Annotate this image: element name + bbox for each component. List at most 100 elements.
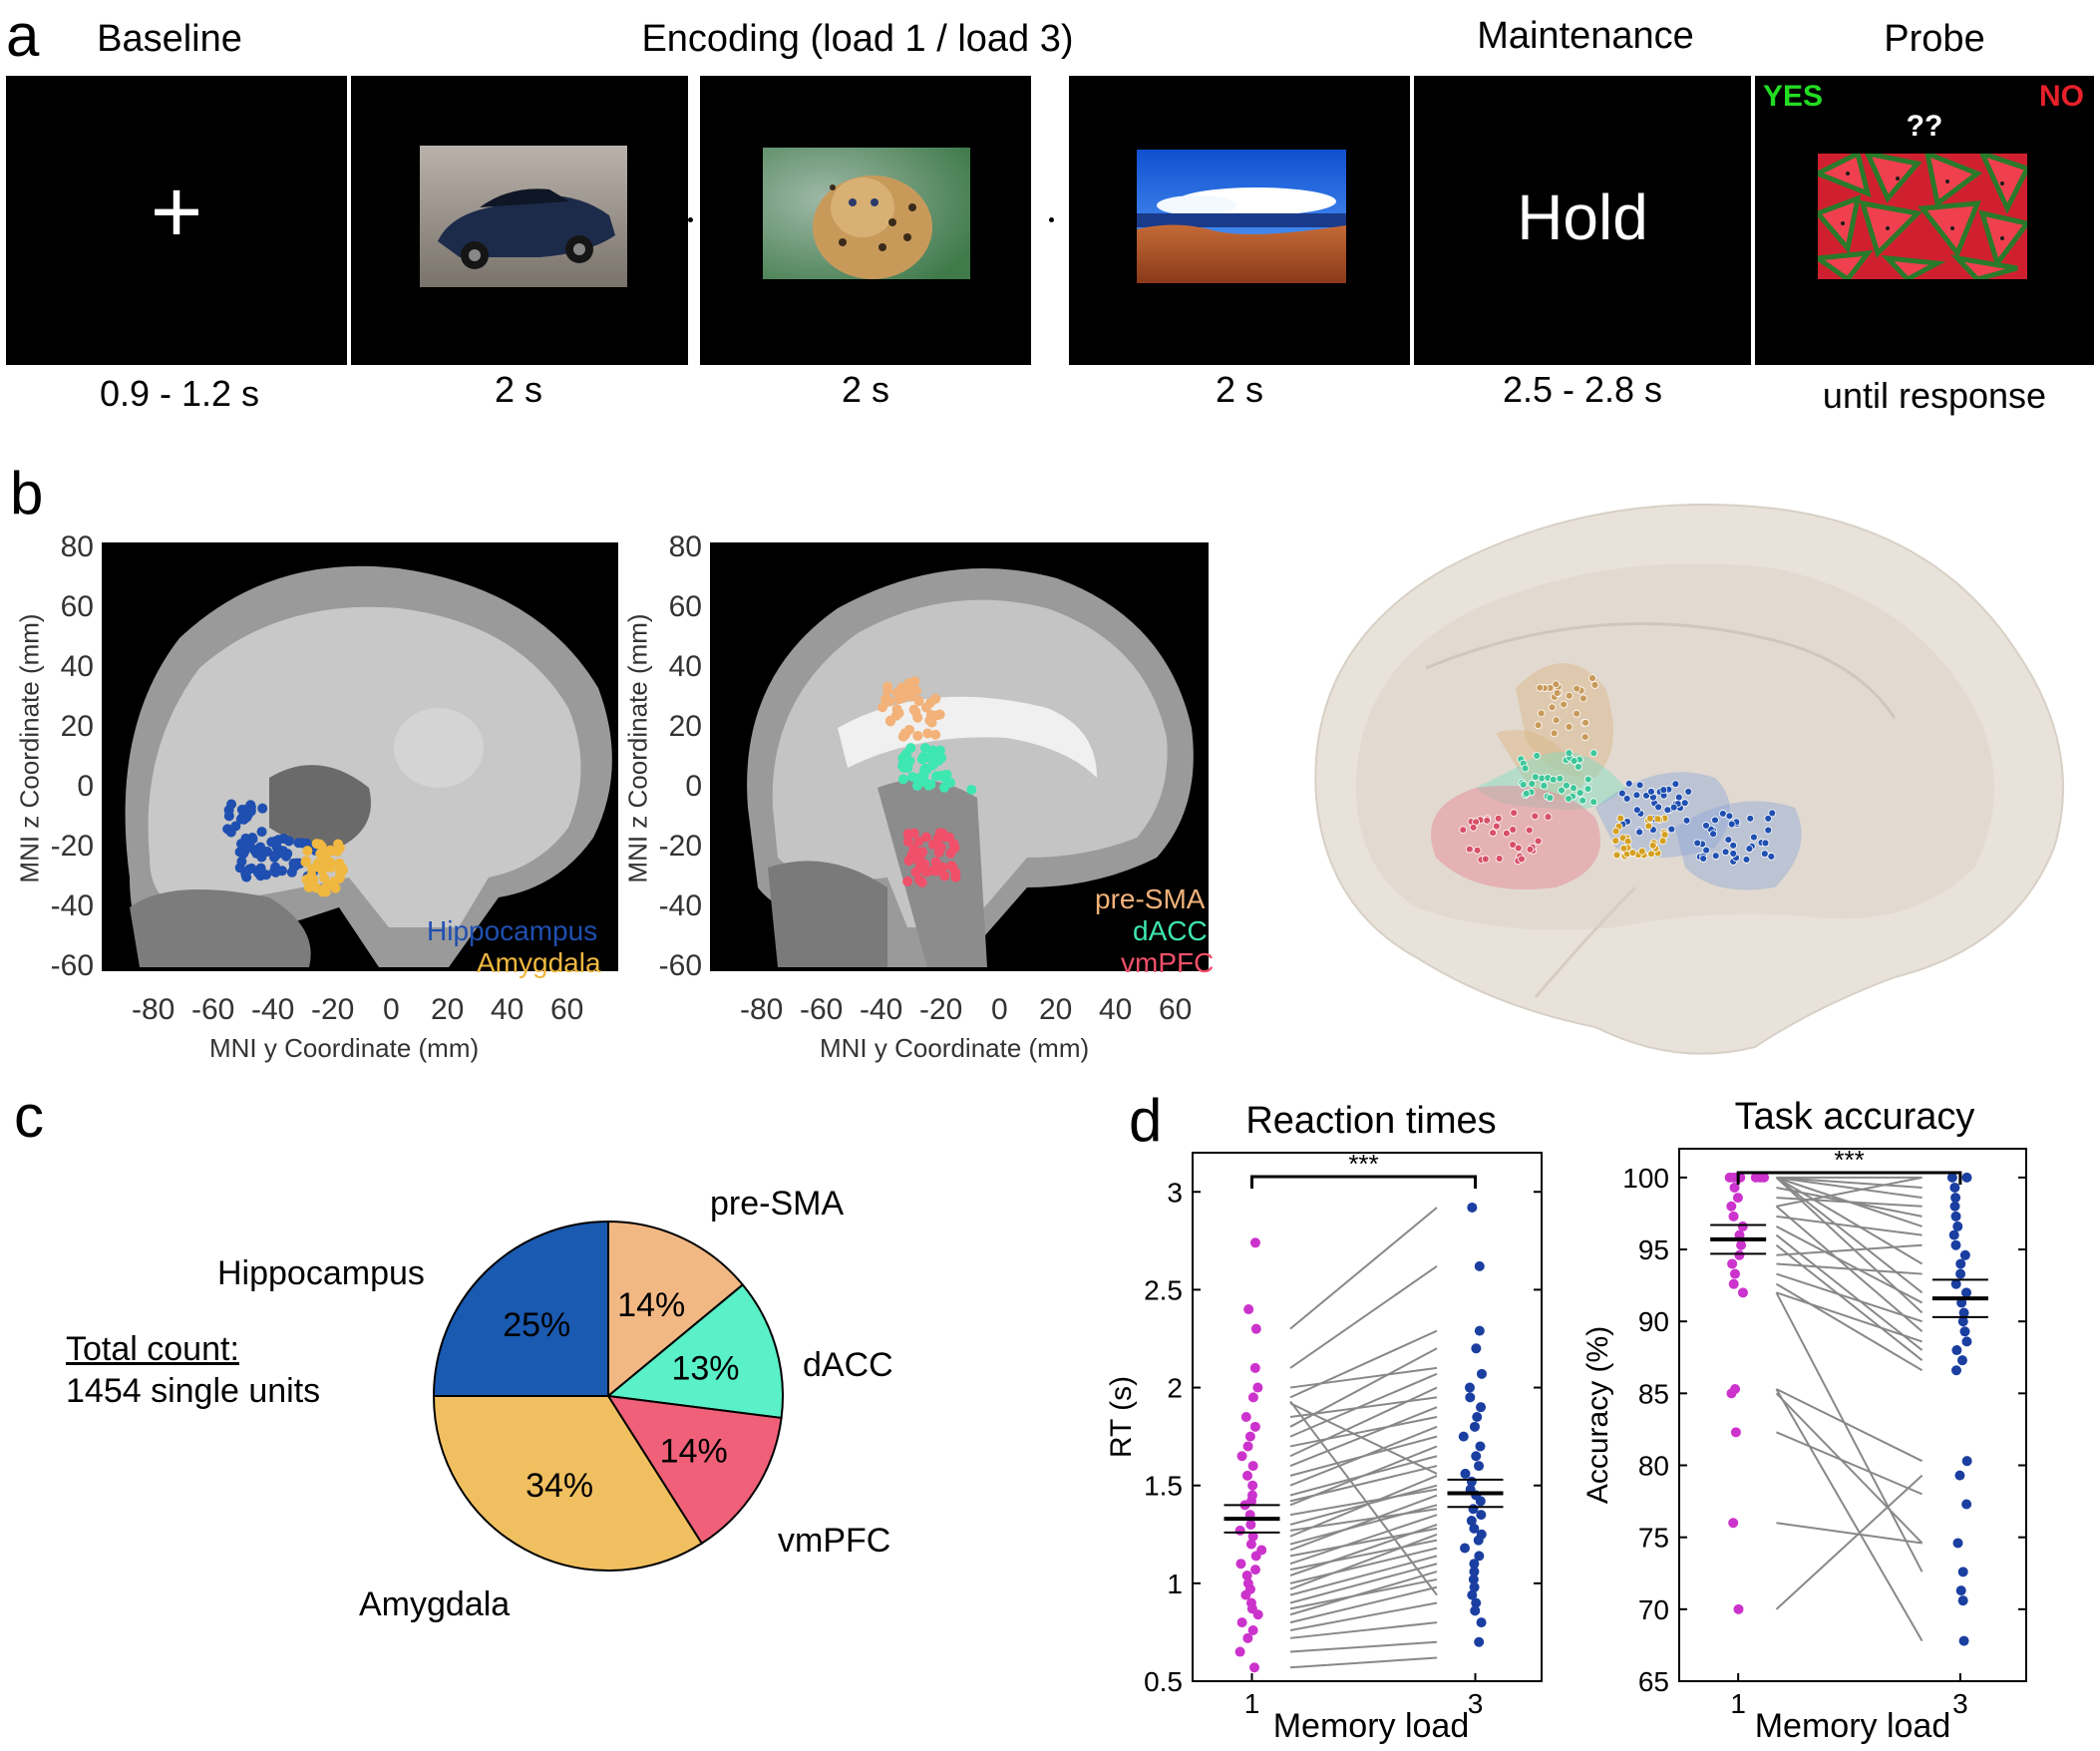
glass-hippocampus-electrode (1718, 810, 1727, 818)
dacc-electrode (934, 745, 945, 756)
hippocampus-electrode (257, 803, 268, 814)
paired-line (1289, 1386, 1438, 1458)
glass-hippocampus-electrode (1711, 816, 1719, 825)
dacc-electrode (966, 785, 977, 796)
glass-vmpfc-electrode (1502, 829, 1511, 838)
glass-presma-electrode (1573, 684, 1581, 693)
dacc-electrode (897, 774, 908, 785)
ytick: 40 (668, 650, 702, 683)
glass-hippocampus-electrode (1617, 789, 1626, 798)
ytick-label: 80 (1638, 1451, 1669, 1482)
data-point-load-3 (1469, 1421, 1480, 1432)
xtick: 60 (1159, 993, 1193, 1026)
vmpfc-electrode (916, 876, 927, 887)
data-point-load-3 (1469, 1523, 1480, 1534)
hippocampus-electrode (252, 866, 263, 876)
data-point-load-3 (1460, 1543, 1471, 1554)
presma-electrode (884, 715, 895, 726)
hippocampus-electrode (240, 835, 251, 846)
glass-hippocampus-electrode (1724, 836, 1733, 844)
vmpfc-electrode (946, 861, 957, 872)
rt-ylabel: RT (s) (1105, 1376, 1138, 1458)
glass-dacc-electrode (1574, 763, 1582, 771)
xtick: 0 (991, 993, 1008, 1026)
glass-presma-electrode (1552, 716, 1561, 725)
dacc-electrode (939, 782, 950, 793)
paired-line (1289, 1406, 1438, 1468)
hippocampus-electrode (236, 804, 247, 815)
glass-hippocampus-electrode (1659, 786, 1668, 795)
amygdala-electrode (320, 851, 331, 862)
data-point-load-3 (1476, 1402, 1487, 1413)
paired-line (1289, 1533, 1438, 1590)
xtick-label: 1 (1244, 1688, 1260, 1719)
paired-line (1289, 1366, 1438, 1389)
acc-axes-box (1678, 1148, 2027, 1682)
glass-vmpfc-electrode (1494, 814, 1503, 823)
data-point-load-1 (1733, 1603, 1744, 1614)
ytick-label: 75 (1638, 1523, 1669, 1554)
probe-yes-label: YES (1763, 80, 1824, 113)
xtick: 0 (383, 993, 400, 1026)
xtick: 60 (550, 993, 584, 1026)
data-point-load-3 (1955, 1585, 1966, 1596)
data-point-load-1 (1728, 1518, 1739, 1529)
car-image (420, 146, 627, 287)
glass-vmpfc-electrode (1514, 844, 1523, 853)
dacc-electrode (919, 743, 930, 754)
ytick: 0 (685, 770, 702, 803)
significance-bracket (1250, 1175, 1477, 1189)
glass-presma-electrode (1550, 729, 1559, 738)
xtick: -60 (191, 993, 235, 1026)
ytick-label: 70 (1638, 1594, 1669, 1625)
probe-no-label: NO (2039, 80, 2084, 113)
paired-line (1776, 1197, 1923, 1208)
pie-percent-amygdala: 34% (525, 1467, 593, 1505)
glass-dacc-electrode (1521, 764, 1530, 773)
data-point-load-3 (1961, 1336, 1972, 1347)
paired-line (1289, 1527, 1438, 1558)
data-point-load-1 (1737, 1287, 1748, 1298)
paired-line (1289, 1621, 1438, 1639)
acc-ylabel: Accuracy (%) (1581, 1326, 1614, 1504)
glass-presma-electrode (1548, 703, 1557, 712)
presma-electrode (906, 678, 917, 689)
data-point-load-1 (1736, 1239, 1747, 1250)
xtick: -20 (311, 993, 355, 1026)
hippocampus-electrode (236, 857, 247, 868)
data-point-load-3 (1950, 1239, 1961, 1250)
data-point-load-1 (1247, 1531, 1258, 1542)
glass-dacc-electrode (1522, 789, 1531, 798)
amygdala-electrode (314, 839, 325, 850)
hippocampus-electrode (291, 858, 302, 869)
ytick: 20 (668, 710, 702, 743)
glass-dacc-electrode (1565, 749, 1574, 758)
paired-line (1775, 1226, 1924, 1304)
vmpfc-electrode (914, 864, 925, 875)
glass-hippocampus-electrode (1767, 853, 1776, 861)
pie-slice-hippocampus (432, 1220, 610, 1397)
glass-dacc-electrode (1563, 781, 1571, 790)
glass-hippocampus-electrode (1682, 816, 1691, 825)
glass-hippocampus-electrode (1745, 845, 1754, 854)
glass-dacc-electrode (1533, 751, 1542, 760)
glass-hippocampus-electrode (1635, 828, 1644, 837)
paired-line (1775, 1282, 1924, 1372)
glass-hippocampus-electrode (1654, 803, 1663, 812)
paired-line (1776, 1243, 1923, 1256)
data-point-load-3 (1472, 1412, 1483, 1422)
hippocampus-electrode (297, 838, 308, 849)
data-point-load-1 (1245, 1539, 1256, 1550)
paired-line (1289, 1400, 1438, 1596)
paired-line (1776, 1291, 1923, 1343)
landscape-image (1137, 150, 1346, 283)
vmpfc-electrode (914, 851, 925, 862)
data-point-load-1 (1240, 1589, 1251, 1600)
pie-slice-dacc (605, 1283, 784, 1420)
paired-line (1289, 1465, 1438, 1503)
glass-presma-electrode (1565, 722, 1574, 731)
glass-hippocampus-electrode (1699, 855, 1708, 863)
data-point-load-3 (1961, 1456, 1972, 1467)
glass-hippocampus-electrode (1622, 794, 1631, 803)
hippocampus-electrode (256, 827, 267, 838)
